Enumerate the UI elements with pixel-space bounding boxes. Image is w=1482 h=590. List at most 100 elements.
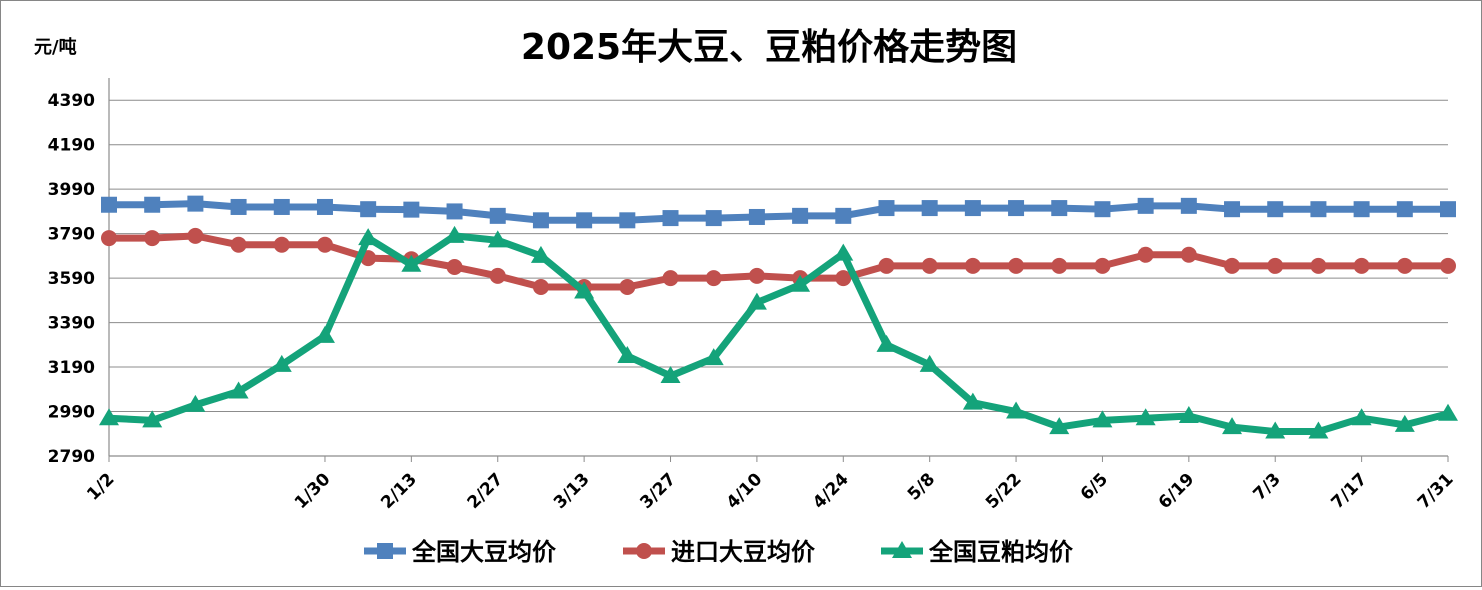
data-point [619, 212, 636, 229]
y-tick-label: 2790 [48, 447, 95, 467]
data-point [444, 225, 465, 243]
legend-label: 进口大豆均价 [671, 538, 816, 566]
x-tick-label: 6/5 [1077, 469, 1112, 504]
data-point [360, 201, 377, 218]
data-point [532, 279, 549, 296]
data-point [1310, 201, 1327, 218]
data-point [746, 292, 767, 310]
data-point [187, 195, 204, 212]
data-point [446, 203, 463, 220]
data-point [142, 410, 163, 428]
data-point [1394, 414, 1415, 432]
data-point [1006, 401, 1027, 419]
data-point [964, 200, 981, 217]
data-point [1267, 201, 1284, 218]
data-point [403, 201, 420, 218]
data-point [748, 267, 765, 284]
y-axis-unit: 元/吨 [34, 36, 77, 58]
x-tick-label: 5/22 [982, 469, 1026, 513]
data-point [1049, 417, 1070, 435]
data-point [230, 198, 247, 215]
data-point [705, 270, 722, 287]
data-point [876, 334, 897, 352]
x-tick-label: 6/19 [1155, 469, 1199, 513]
data-point [790, 274, 811, 292]
legend-item-2: 进口大豆均价 [623, 538, 816, 566]
y-tick-label: 3390 [48, 314, 95, 334]
data-point [835, 270, 852, 287]
data-point [878, 200, 895, 217]
data-point [964, 257, 981, 274]
data-point [662, 210, 679, 227]
data-point [705, 210, 722, 227]
series-1 [101, 195, 1456, 229]
y-tick-label: 3190 [48, 358, 95, 378]
y-tick-label: 2990 [48, 403, 95, 423]
data-point [703, 348, 724, 366]
data-point [1267, 257, 1284, 274]
x-tick-label: 7/3 [1249, 469, 1284, 504]
data-point [1180, 197, 1197, 214]
data-point [878, 257, 895, 274]
data-point [617, 345, 638, 363]
y-tick-label: 4390 [48, 91, 95, 111]
data-point [316, 198, 333, 215]
data-point [101, 230, 117, 247]
data-point [273, 198, 290, 215]
data-point [835, 207, 852, 224]
data-point [1008, 200, 1025, 217]
data-point [1353, 201, 1370, 218]
x-tick-label: 7/17 [1328, 469, 1372, 513]
x-tick-label: 3/13 [550, 469, 594, 513]
data-point [1180, 246, 1197, 263]
y-tick-label: 3590 [48, 269, 95, 289]
legend-item-1: 全国大豆均价 [364, 538, 557, 566]
data-point [230, 236, 247, 253]
legend-label: 全国大豆均价 [411, 538, 557, 566]
series-line [109, 232, 1448, 291]
data-point [1310, 257, 1327, 274]
data-point [228, 381, 249, 399]
data-point [962, 392, 983, 410]
data-point [401, 254, 422, 272]
y-tick-label: 3790 [48, 225, 95, 245]
x-tick-label: 2/13 [377, 469, 421, 513]
data-point [1137, 197, 1154, 214]
data-point [1353, 257, 1370, 274]
data-point [1438, 403, 1458, 421]
data-point [1222, 417, 1243, 435]
x-tick-label: 7/31 [1414, 469, 1458, 513]
data-point [1308, 421, 1329, 439]
data-point [1008, 257, 1025, 274]
series-layer [99, 195, 1458, 439]
data-point [101, 196, 117, 213]
y-tick-label: 4190 [48, 136, 95, 156]
data-point [99, 408, 119, 426]
data-point [1224, 257, 1241, 274]
data-point [446, 259, 463, 275]
x-tick-label: 1/30 [291, 469, 335, 513]
series-line [108, 232, 1449, 436]
x-tick-label: 4/10 [723, 469, 767, 513]
data-point [316, 236, 333, 253]
x-tick-label: 4/24 [809, 469, 853, 513]
data-point [574, 281, 595, 299]
data-point [358, 228, 379, 246]
data-point [1137, 246, 1154, 263]
data-point [532, 212, 549, 229]
data-point [1094, 201, 1111, 218]
data-point [1224, 201, 1241, 218]
data-point [921, 200, 938, 217]
data-point [1178, 405, 1199, 423]
data-point [144, 196, 161, 213]
x-tick-label: 2/27 [464, 469, 508, 513]
legend-label: 全国豆粕均价 [928, 538, 1074, 566]
data-point [1094, 257, 1111, 274]
legend-marker [377, 543, 393, 559]
x-tick-label: 5/8 [904, 469, 939, 504]
data-point [1051, 257, 1068, 274]
data-point [919, 354, 940, 372]
data-point [489, 267, 506, 284]
